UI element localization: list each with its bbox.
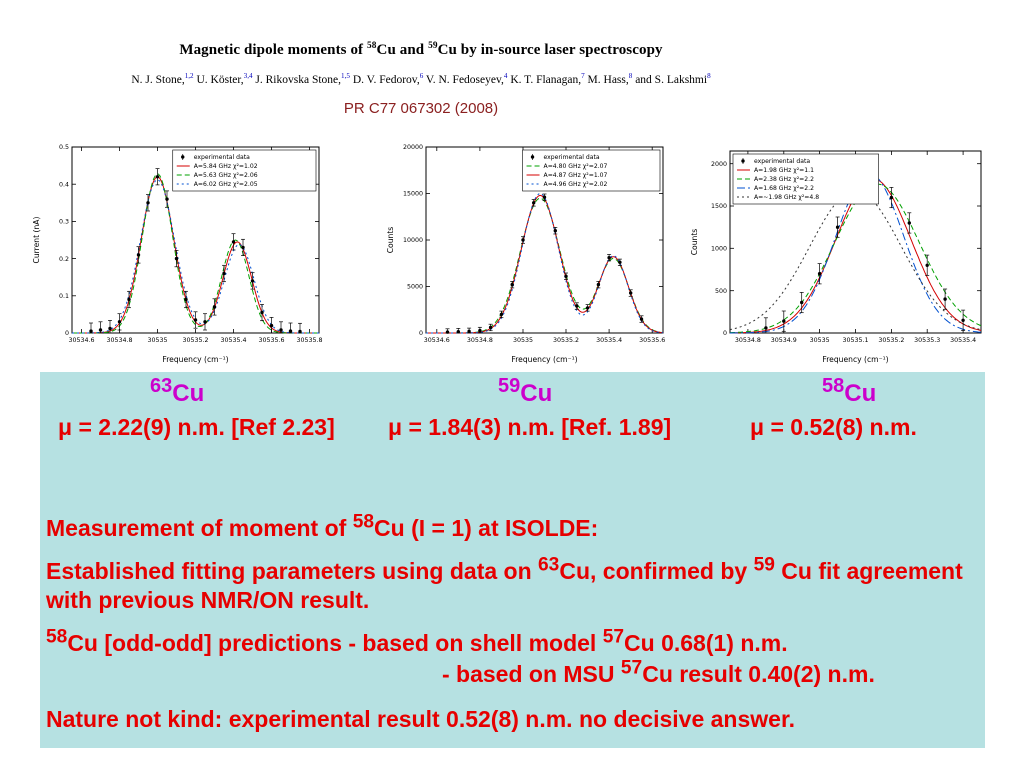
- svg-text:10000: 10000: [403, 237, 423, 244]
- isotope-59-superscript: 59: [498, 375, 521, 397]
- isotope-63-superscript: 63: [150, 375, 173, 397]
- author-list: N. J. Stone,1,2 U. Köster,3,4 J. Rikovsk…: [131, 72, 711, 86]
- svg-text:A=~1.98 GHz χ²=4.8: A=~1.98 GHz χ²=4.8: [754, 194, 819, 201]
- svg-text:30535.2: 30535.2: [553, 337, 579, 344]
- isotope-63-symbol: Cu: [172, 380, 205, 407]
- isotope-59-symbol: Cu: [520, 380, 553, 407]
- svg-text:30535.6: 30535.6: [639, 337, 665, 344]
- paper-title: Magnetic dipole moments of 58Cu and 59Cu…: [179, 41, 663, 58]
- svg-text:30535: 30535: [810, 337, 830, 344]
- svg-text:1500: 1500: [711, 203, 727, 210]
- moment-58cu-value: μ = 0.52(8) n.m.: [750, 414, 917, 440]
- svg-text:Counts: Counts: [386, 227, 395, 254]
- svg-text:A=4.80 GHz χ²=2.07: A=4.80 GHz χ²=2.07: [544, 163, 608, 170]
- svg-text:Frequency (cm⁻¹): Frequency (cm⁻¹): [162, 355, 228, 364]
- msu-prediction-line: - based on MSU 57Cu result 0.40(2) n.m.: [442, 657, 875, 687]
- chart-59cu-spectrum: 30534.6 30534.8 30535 30535.2 30535.4 30535.6…: [384, 142, 670, 366]
- svg-text:A=4.96 GHz χ²=2.02: A=4.96 GHz χ²=2.02: [544, 181, 608, 188]
- svg-text:experimental data: experimental data: [754, 158, 810, 165]
- svg-text:A=2.38 GHz χ²=2.2: A=2.38 GHz χ²=2.2: [754, 176, 814, 183]
- svg-text:0.1: 0.1: [59, 293, 69, 300]
- svg-text:30535.4: 30535.4: [220, 337, 246, 344]
- svg-text:30535.2: 30535.2: [878, 337, 904, 344]
- svg-text:30535.4: 30535.4: [950, 337, 976, 344]
- svg-text:A=5.84 GHz χ²=1.02: A=5.84 GHz χ²=1.02: [194, 163, 258, 170]
- svg-text:0.4: 0.4: [59, 181, 69, 188]
- isotope-label-row: 63Cu 59Cu 58Cu: [40, 376, 985, 414]
- svg-text:0: 0: [723, 330, 727, 337]
- svg-text:30535.8: 30535.8: [296, 337, 322, 344]
- moment-63cu-value: μ = 2.22(9) n.m. [Ref 2.23]: [58, 414, 335, 440]
- isotope-59cu-label: 59Cu: [498, 376, 553, 408]
- chart-63cu-spectrum: 30534.6 30534.8 30535 30535.2 30535.4 30535.6…: [30, 142, 326, 366]
- svg-text:30534.8: 30534.8: [106, 337, 132, 344]
- svg-text:2000: 2000: [711, 161, 727, 168]
- svg-text:500: 500: [715, 288, 727, 295]
- measurement-statement: Measurement of moment of 58Cu (I = 1) at…: [46, 511, 599, 541]
- svg-text:Current (nA): Current (nA): [32, 217, 41, 264]
- svg-text:experimental data: experimental data: [194, 154, 250, 161]
- svg-text:30534.9: 30534.9: [771, 337, 797, 344]
- svg-text:0: 0: [65, 330, 69, 337]
- isotope-58-symbol: Cu: [844, 380, 877, 407]
- svg-text:30535: 30535: [147, 337, 167, 344]
- svg-text:30535.6: 30535.6: [258, 337, 284, 344]
- magnetic-moment-row: μ = 2.22(9) n.m. [Ref 2.23] μ = 1.84(3) …: [40, 414, 985, 446]
- svg-text:5000: 5000: [407, 284, 423, 291]
- svg-text:A=4.87 GHz χ²=1.07: A=4.87 GHz χ²=1.07: [544, 172, 608, 179]
- svg-text:30535.2: 30535.2: [182, 337, 208, 344]
- chart-58cu-spectrum: 30534.8 30534.9 30535 30535.1 30535.2 30535.3…: [688, 146, 988, 366]
- svg-text:30534.6: 30534.6: [424, 337, 450, 344]
- svg-text:30535.3: 30535.3: [914, 337, 940, 344]
- svg-text:0.2: 0.2: [59, 256, 69, 263]
- svg-text:30535.1: 30535.1: [842, 337, 868, 344]
- svg-text:A=5.63 GHz χ²=2.06: A=5.63 GHz χ²=2.06: [194, 172, 258, 179]
- svg-text:A=1.98 GHz χ²=1.1: A=1.98 GHz χ²=1.1: [754, 167, 814, 174]
- isotope-63cu-label: 63Cu: [150, 376, 205, 408]
- svg-text:A=6.02 GHz χ²=2.05: A=6.02 GHz χ²=2.05: [194, 181, 258, 188]
- svg-text:0.3: 0.3: [59, 219, 69, 226]
- svg-text:A=1.68 GHz χ²=2.2: A=1.68 GHz χ²=2.2: [754, 185, 814, 192]
- svg-text:Frequency (cm⁻¹): Frequency (cm⁻¹): [822, 355, 888, 364]
- svg-text:20000: 20000: [403, 144, 423, 151]
- results-panel: 63Cu 59Cu 58Cu μ = 2.22(9) n.m. [Ref 2.2…: [40, 372, 985, 748]
- svg-text:Frequency (cm⁻¹): Frequency (cm⁻¹): [511, 355, 577, 364]
- shell-model-prediction-line: 58Cu [odd-odd] predictions - based on sh…: [46, 626, 788, 656]
- journal-reference: PR C77 067302 (2008): [343, 100, 499, 117]
- svg-text:Counts: Counts: [690, 229, 699, 256]
- svg-text:30535.4: 30535.4: [596, 337, 622, 344]
- isotope-58cu-label: 58Cu: [822, 376, 877, 408]
- svg-text:30534.8: 30534.8: [735, 337, 761, 344]
- conclusion-line: Nature not kind: experimental result 0.5…: [46, 705, 796, 732]
- svg-text:experimental data: experimental data: [544, 154, 600, 161]
- svg-text:30534.6: 30534.6: [68, 337, 94, 344]
- svg-text:30534.8: 30534.8: [467, 337, 493, 344]
- paper-header: Magnetic dipole moments of 58Cu and 59Cu…: [58, 41, 784, 117]
- fitting-parameters-statement: Established fitting parameters using dat…: [46, 554, 963, 613]
- svg-text:0.5: 0.5: [59, 144, 69, 151]
- moment-59cu-value: μ = 1.84(3) n.m. [Ref. 1.89]: [388, 414, 672, 440]
- svg-text:15000: 15000: [403, 191, 423, 198]
- svg-text:0: 0: [419, 330, 423, 337]
- isotope-58-superscript: 58: [822, 375, 845, 397]
- svg-text:30535: 30535: [513, 337, 533, 344]
- svg-text:1000: 1000: [711, 246, 727, 253]
